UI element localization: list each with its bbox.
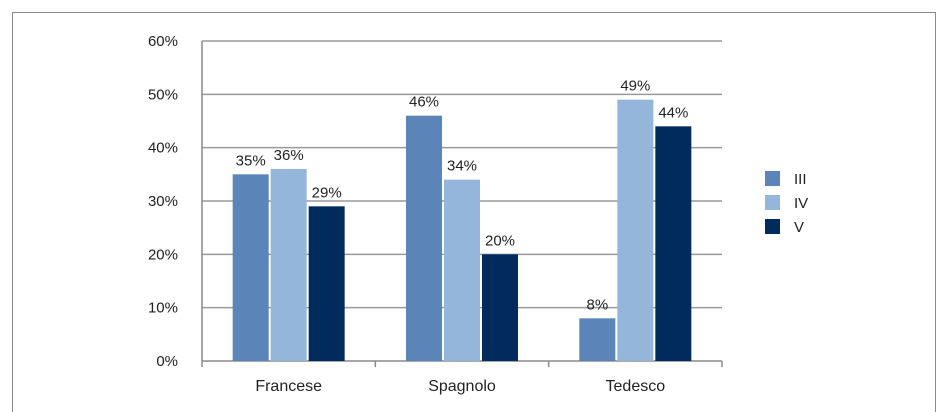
x-category-label: Tedesco bbox=[606, 378, 666, 395]
legend-swatch-V bbox=[765, 219, 780, 234]
y-tick-label: 10% bbox=[148, 300, 178, 317]
data-label: 34% bbox=[447, 158, 477, 175]
data-label: 29% bbox=[312, 184, 342, 201]
y-tick-label: 40% bbox=[148, 140, 178, 157]
x-category-label: Spagnolo bbox=[428, 378, 496, 395]
data-label: 8% bbox=[586, 296, 608, 313]
y-tick-label: 0% bbox=[156, 353, 178, 370]
legend-label: IV bbox=[794, 195, 808, 212]
data-label: 46% bbox=[409, 94, 439, 111]
bar-V-spagnolo bbox=[482, 254, 518, 361]
chart-frame bbox=[12, 12, 936, 412]
y-tick-label: 20% bbox=[148, 246, 178, 263]
y-tick-label: 50% bbox=[148, 86, 178, 103]
bar-V-francese bbox=[308, 206, 345, 361]
bar-IV-tedesco bbox=[617, 99, 654, 362]
legend-swatch-III bbox=[765, 171, 780, 186]
bar-chart: 0% 10% 20% 30% 40% 50% 60% 35% 36% 29% Francese 46%… bbox=[148, 33, 808, 395]
data-label: 49% bbox=[620, 78, 650, 95]
bar-IV-francese bbox=[270, 169, 307, 361]
data-label: 44% bbox=[658, 104, 688, 121]
bar-V-tedesco bbox=[655, 126, 692, 361]
y-tick-label: 60% bbox=[148, 33, 178, 50]
data-label: 36% bbox=[274, 147, 304, 164]
legend-swatch-IV bbox=[765, 195, 780, 210]
y-tick-label: 30% bbox=[148, 193, 178, 210]
legend-label: III bbox=[794, 171, 807, 188]
bar-III-tedesco bbox=[579, 318, 616, 361]
x-category-label: Francese bbox=[255, 378, 322, 395]
bar-III-francese bbox=[232, 174, 269, 361]
bar-III-spagnolo bbox=[406, 115, 442, 362]
data-label: 35% bbox=[236, 152, 266, 169]
bar-IV-spagnolo bbox=[444, 179, 480, 361]
legend-label: V bbox=[794, 219, 804, 236]
data-label: 20% bbox=[485, 232, 515, 249]
